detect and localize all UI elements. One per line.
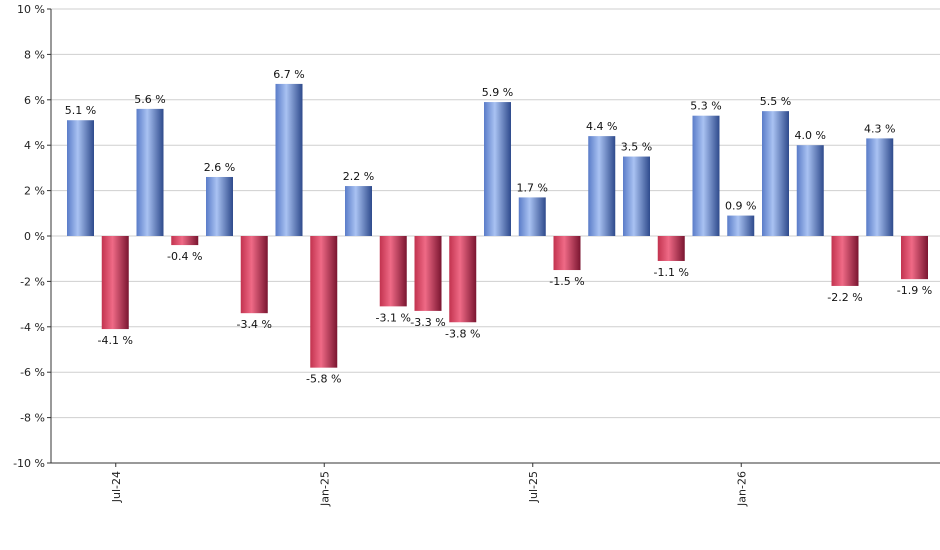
bar xyxy=(345,186,372,236)
data-labels: 5.1 % -4.1 % 5.6 % -0.4 % 2.6 % -3.4 % 6.7 % -5… xyxy=(65,68,932,386)
y-tick-label: -4 % xyxy=(20,321,45,334)
y-tick-label: -2 % xyxy=(20,275,45,288)
bar xyxy=(449,236,477,323)
bar xyxy=(623,156,650,236)
bar xyxy=(275,83,303,236)
data-label: 4.4 % xyxy=(586,120,617,133)
bar xyxy=(206,176,233,236)
bar xyxy=(414,236,442,311)
bar xyxy=(657,236,685,261)
y-tick-label: 6 % xyxy=(24,94,45,107)
y-tick-label: 10 % xyxy=(17,3,45,16)
data-label: 4.0 % xyxy=(795,129,826,142)
bar xyxy=(553,236,581,271)
bar xyxy=(240,236,268,314)
bar xyxy=(796,145,824,236)
data-label: -1.9 % xyxy=(897,284,932,297)
x-tick-label: Jul-25 xyxy=(527,471,540,503)
data-label: -5.8 % xyxy=(306,373,341,386)
data-label: -1.5 % xyxy=(549,275,584,288)
data-label: -3.1 % xyxy=(376,311,411,324)
bar xyxy=(484,102,511,236)
data-label: -4.1 % xyxy=(98,334,133,347)
data-label: 5.9 % xyxy=(482,86,513,99)
bar xyxy=(588,136,616,236)
data-label: 5.1 % xyxy=(65,104,96,117)
data-label: 0.9 % xyxy=(725,200,756,213)
y-tick-label: 2 % xyxy=(24,185,45,198)
data-label: -3.3 % xyxy=(410,316,445,329)
axes: 10 % 8 % 6 % 4 % 2 % 0 % -2 % -4 % -6 % -8 % -10 %… xyxy=(13,3,940,507)
bar xyxy=(310,236,338,368)
y-tick-label: 8 % xyxy=(24,48,45,61)
bar xyxy=(136,108,164,236)
y-tick-label: -10 % xyxy=(13,457,45,470)
data-label: 5.3 % xyxy=(690,100,721,113)
data-label: 1.7 % xyxy=(517,181,548,194)
data-label: 5.6 % xyxy=(134,93,165,106)
bar xyxy=(727,215,755,236)
bar xyxy=(518,197,546,236)
y-tick-label: -6 % xyxy=(20,366,45,379)
data-label: 5.5 % xyxy=(760,95,791,108)
data-label: 6.7 % xyxy=(273,68,304,81)
data-label: -3.8 % xyxy=(445,327,480,340)
bar xyxy=(67,120,94,236)
y-tick-label: -8 % xyxy=(20,412,45,425)
y-tick-label: 0 % xyxy=(24,230,45,243)
x-tick-label: Jan-26 xyxy=(735,471,748,507)
data-label: 4.3 % xyxy=(864,122,895,135)
x-tick-label: Jan-25 xyxy=(318,471,331,507)
y-tick-label: 4 % xyxy=(24,139,45,152)
data-label: -0.4 % xyxy=(167,250,202,263)
data-label: 2.2 % xyxy=(343,170,374,183)
bar xyxy=(762,111,789,236)
bars xyxy=(67,83,928,368)
x-tick-label: Jul-24 xyxy=(110,471,123,503)
data-label: 3.5 % xyxy=(621,141,652,154)
data-label: -1.1 % xyxy=(654,266,689,279)
bar xyxy=(101,236,129,330)
bar xyxy=(171,236,199,246)
bar xyxy=(379,236,407,307)
bar xyxy=(692,115,720,236)
bar xyxy=(901,236,928,280)
bar xyxy=(831,236,859,286)
data-label: 2.6 % xyxy=(204,161,235,174)
bar xyxy=(866,138,894,236)
data-label: -2.2 % xyxy=(827,291,862,304)
data-label: -3.4 % xyxy=(237,318,272,331)
